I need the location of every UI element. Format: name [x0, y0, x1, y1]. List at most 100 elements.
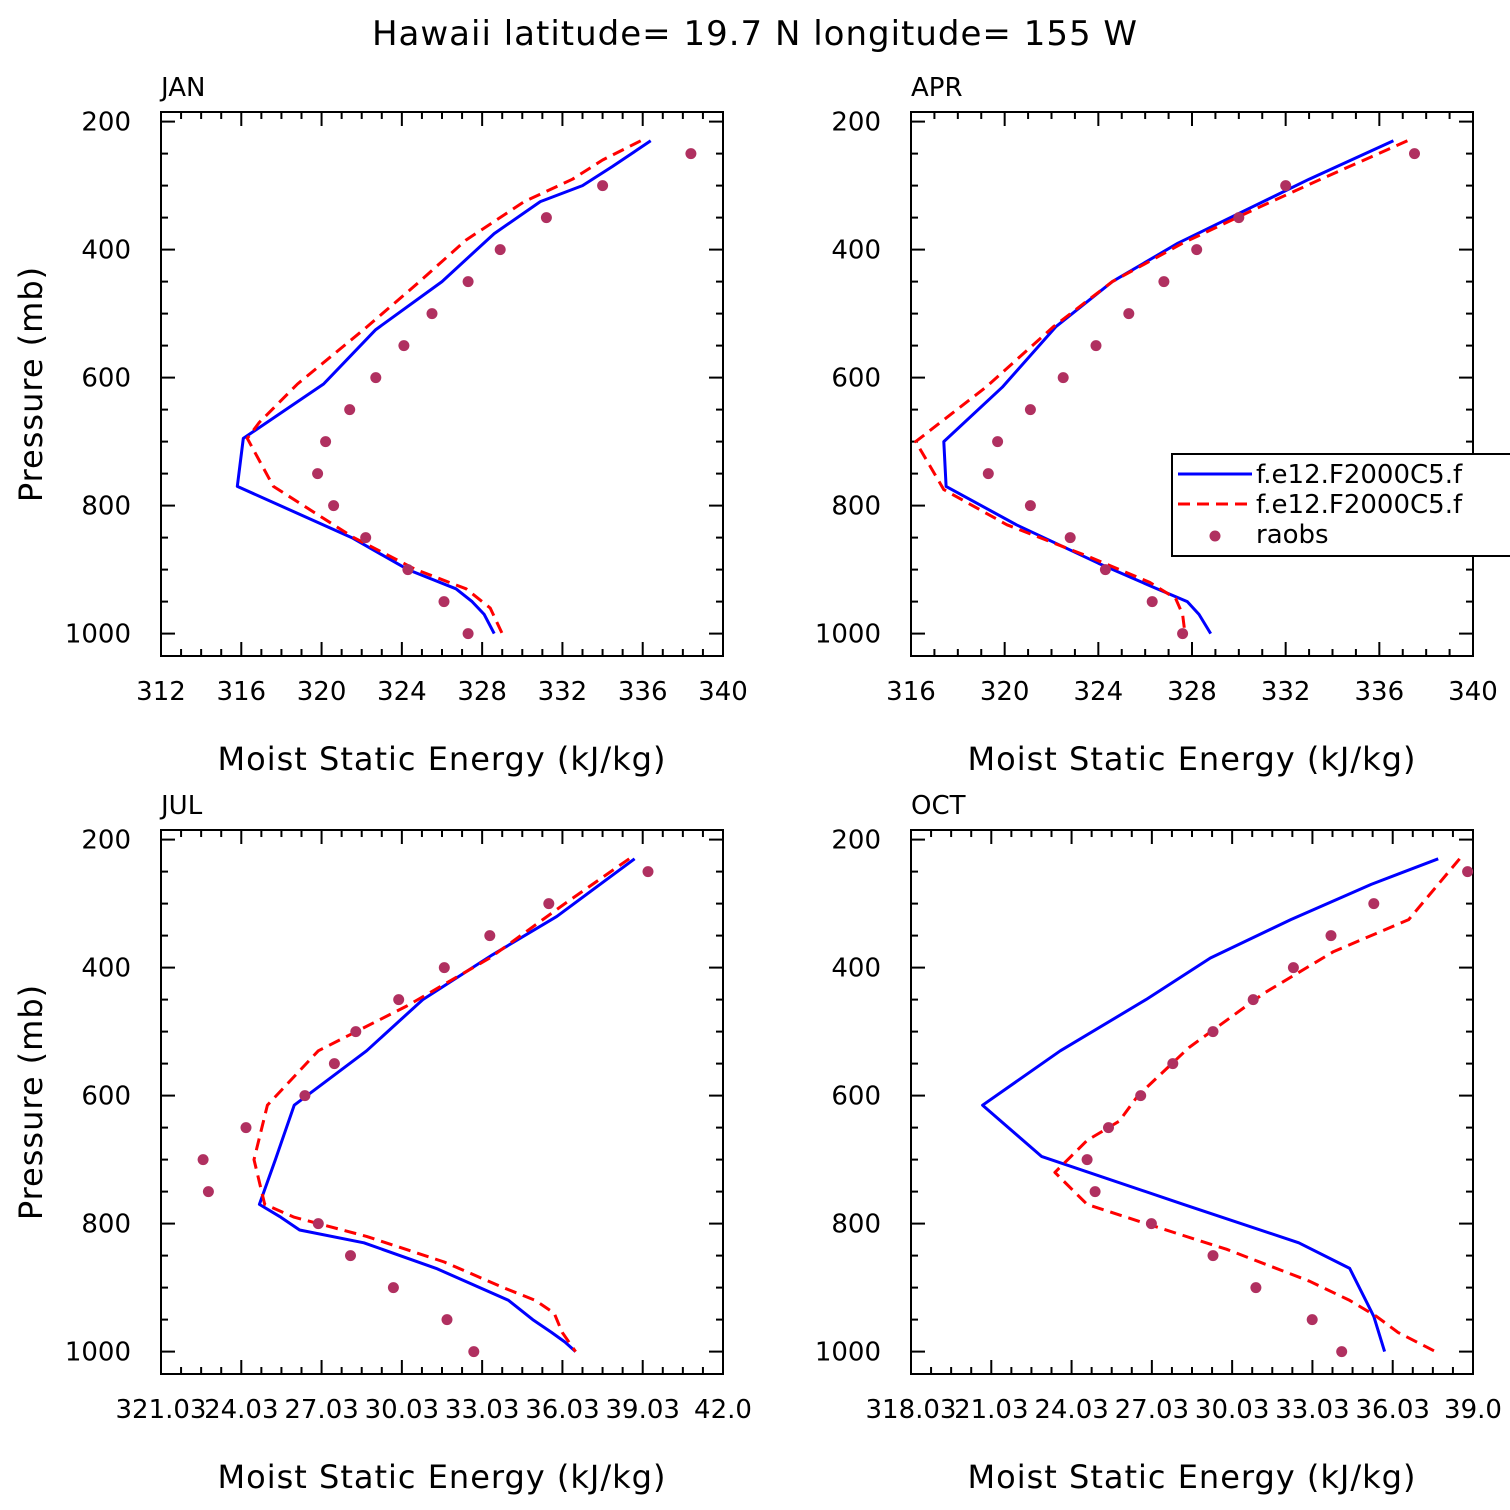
- raobs-point: [685, 148, 697, 160]
- raobs-point: [402, 564, 414, 576]
- y-tick-label: 400: [81, 954, 131, 984]
- x-tick-label: 39.03: [605, 1395, 679, 1425]
- raobs-point: [462, 628, 474, 640]
- raobs-point: [1103, 1122, 1114, 1134]
- raobs-point: [1081, 1154, 1093, 1166]
- y-tick-label: 200: [831, 826, 881, 856]
- y-tick-label: 600: [81, 364, 131, 394]
- x-tick-label: 36.03: [1355, 1395, 1429, 1425]
- y-axis-label: Pressure (mb): [12, 266, 50, 502]
- raobs-point: [320, 436, 332, 448]
- raobs-point: [350, 1026, 362, 1038]
- raobs-point: [441, 1314, 453, 1326]
- x-axis-label: Moist Static Energy (kJ/kg): [968, 740, 1417, 778]
- x-tick-label: 24.03: [1034, 1395, 1108, 1425]
- panel-label: APR: [911, 73, 963, 103]
- plot-frame: [910, 829, 1474, 1375]
- raobs-point: [1123, 308, 1135, 320]
- x-axis-label: Moist Static Energy (kJ/kg): [218, 1458, 667, 1496]
- raobs-point: [398, 340, 410, 352]
- model1-line: [942, 139, 1395, 635]
- raobs-point: [328, 1058, 340, 1070]
- x-tick-label: 320: [297, 677, 347, 707]
- raobs-point: [1089, 1186, 1101, 1198]
- raobs-point: [1145, 1218, 1157, 1230]
- y-tick-label: 400: [831, 954, 881, 984]
- y-tick-label: 800: [81, 1210, 131, 1240]
- x-tick-label: 324: [377, 677, 427, 707]
- raobs-point: [642, 866, 654, 878]
- y-tick-label: 200: [81, 826, 131, 856]
- x-axis-label: Moist Static Energy (kJ/kg): [218, 740, 667, 778]
- raobs-point: [393, 994, 405, 1006]
- x-tick-label: 328: [1167, 677, 1217, 707]
- model2-line: [914, 139, 1409, 634]
- raobs-point: [1306, 1314, 1318, 1326]
- x-tick-label: 27.03: [284, 1395, 358, 1425]
- legend-swatch-raobs: [1209, 530, 1221, 542]
- model1-line: [235, 139, 652, 635]
- x-tick-label: 30.03: [1195, 1395, 1269, 1425]
- x-tick-label: 312: [136, 677, 186, 707]
- x-tick-label: 328: [457, 677, 507, 707]
- raobs-point: [438, 962, 450, 974]
- x-tick-label: 324: [1074, 677, 1124, 707]
- y-tick-label: 600: [81, 1082, 131, 1112]
- legend-box: [1171, 453, 1510, 557]
- raobs-point: [328, 500, 340, 512]
- raobs-point: [370, 372, 382, 384]
- x-tick-label: 33.03: [1275, 1395, 1349, 1425]
- y-axis-label: Pressure (mb): [12, 984, 50, 1220]
- legend-label: f.e12.F2000C5.f: [1256, 490, 1463, 520]
- x-tick-label: 316: [886, 677, 936, 707]
- raobs-point: [1099, 564, 1111, 576]
- raobs-point: [202, 1186, 214, 1198]
- x-tick-label: 42.0: [694, 1395, 752, 1425]
- raobs-point: [1024, 404, 1036, 416]
- plot-frame: [160, 111, 724, 657]
- raobs-point: [462, 276, 474, 288]
- raobs-point: [1280, 180, 1292, 192]
- raobs-point: [1146, 596, 1158, 608]
- panel-label: OCT: [911, 791, 966, 821]
- x-tick-label: 24.03: [204, 1395, 278, 1425]
- raobs-point: [438, 596, 450, 608]
- y-tick-label: 1000: [815, 620, 881, 650]
- raobs-point: [345, 1250, 356, 1262]
- y-tick-label: 800: [81, 492, 131, 522]
- raobs-point: [1368, 898, 1380, 910]
- model2-line: [245, 139, 642, 635]
- raobs-point: [1191, 244, 1203, 256]
- x-tick-label: 316: [216, 677, 266, 707]
- model1-line: [981, 857, 1439, 1353]
- x-tick-label: 33.03: [445, 1395, 519, 1425]
- y-tick-label: 200: [81, 108, 131, 138]
- raobs-point: [982, 468, 994, 480]
- y-tick-label: 600: [831, 1082, 881, 1112]
- raobs-point: [197, 1154, 209, 1166]
- raobs-point: [1207, 1026, 1219, 1038]
- y-tick-label: 400: [81, 236, 131, 266]
- x-tick-label: 321.03: [116, 1395, 207, 1425]
- x-tick-label: 36.03: [525, 1395, 599, 1425]
- x-axis-label: Moist Static Energy (kJ/kg): [968, 1458, 1417, 1496]
- raobs-point: [299, 1090, 311, 1102]
- raobs-point: [344, 404, 356, 416]
- x-tick-label: 318.03: [866, 1395, 957, 1425]
- raobs-point: [1233, 212, 1245, 224]
- raobs-point: [468, 1346, 480, 1358]
- raobs-point: [597, 180, 609, 192]
- y-tick-label: 600: [831, 364, 881, 394]
- raobs-point: [360, 532, 372, 544]
- y-tick-label: 200: [831, 108, 881, 138]
- model1-line: [257, 857, 636, 1353]
- raobs-point: [1167, 1058, 1179, 1070]
- raobs-point: [494, 244, 506, 256]
- raobs-point: [1177, 628, 1189, 640]
